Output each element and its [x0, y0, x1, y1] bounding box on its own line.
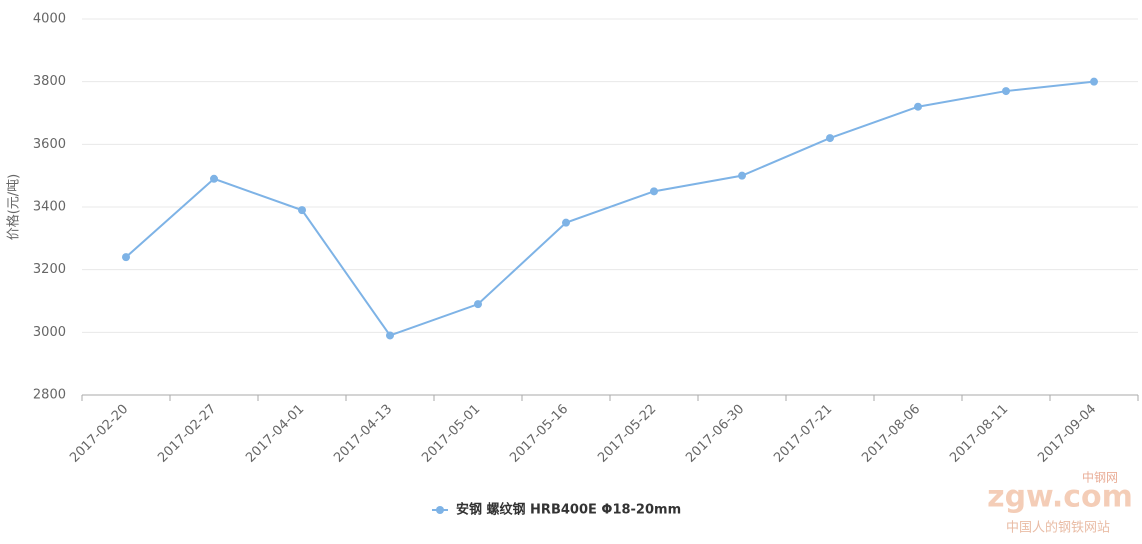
- point: [914, 102, 922, 111]
- watermark-brand: 中钢网: [1082, 470, 1118, 485]
- x-tick-label: 2017-04-01: [243, 402, 307, 466]
- watermark-logo: zgw.com: [987, 480, 1133, 515]
- point: [474, 300, 482, 309]
- x-tick-label: 2017-05-16: [507, 402, 571, 466]
- x-tick-label: 2017-07-21: [771, 402, 835, 466]
- legend-label: 安钢 螺纹钢 HRB400E Φ18-20mm: [456, 502, 681, 518]
- x-tick-label: 2017-08-11: [947, 402, 1011, 466]
- y-tick-label: 3400: [33, 200, 66, 215]
- y-tick-label: 2800: [33, 388, 66, 403]
- point: [122, 253, 130, 262]
- x-tick-label: 2017-06-30: [683, 402, 747, 466]
- x-tick-label: 2017-05-22: [595, 402, 659, 466]
- y-tick-label: 3600: [33, 137, 66, 152]
- point: [826, 134, 834, 143]
- y-tick-label: 3800: [33, 74, 66, 89]
- point: [738, 171, 746, 180]
- x-tick-label: 2017-09-04: [1035, 402, 1099, 466]
- y-axis-label: 价格(元/吨): [6, 174, 22, 241]
- point: [298, 206, 306, 215]
- point: [562, 218, 570, 227]
- y-tick-label: 3200: [33, 262, 66, 277]
- x-tick-label: 2017-02-27: [155, 402, 219, 466]
- legend-marker: [436, 506, 444, 514]
- line: [125, 80, 1095, 337]
- point: [650, 187, 658, 196]
- point: [1002, 87, 1010, 96]
- y-tick-label: 3000: [33, 325, 66, 340]
- x-tick-label: 2017-02-20: [67, 402, 131, 466]
- point: [1090, 77, 1098, 86]
- y-tick-label: 4000: [33, 12, 66, 27]
- watermark-slogan: 中国人的钢铁网站: [1006, 520, 1110, 536]
- point: [210, 174, 218, 183]
- x-tick-label: 2017-04-13: [331, 402, 395, 466]
- point: [386, 331, 394, 340]
- x-tick-label: 2017-08-06: [859, 402, 923, 466]
- x-tick-label: 2017-05-01: [419, 402, 483, 466]
